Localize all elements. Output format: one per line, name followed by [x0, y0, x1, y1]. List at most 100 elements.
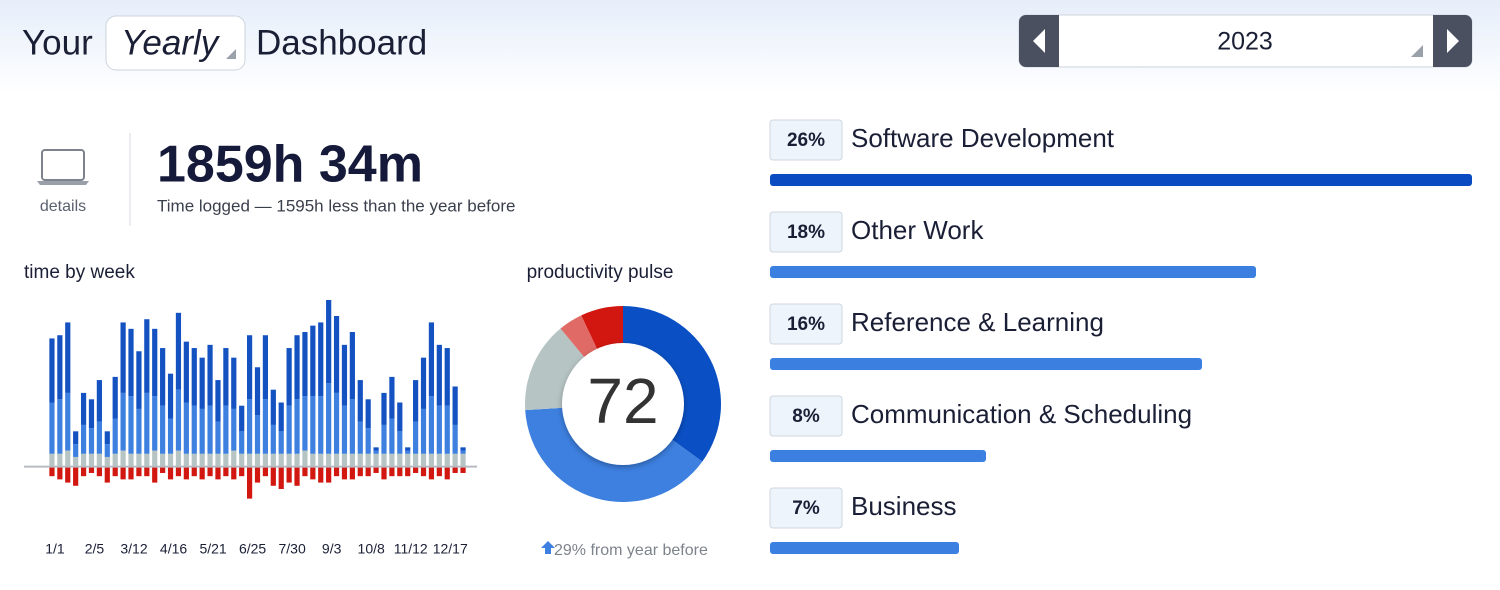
week-bar-segment: [175, 389, 182, 451]
pulse-center: [562, 343, 684, 465]
week-bar-segment: [73, 456, 79, 467]
week-bar-segment: [373, 450, 379, 454]
category-bar: [770, 266, 1256, 278]
week-bar-segment: [452, 386, 458, 425]
time-caption: Time logged — 1595h less than the year b…: [157, 196, 515, 215]
percent-badge: [769, 395, 843, 437]
week-bar-segment: [73, 431, 79, 445]
week-bar-segment: [341, 466, 348, 480]
week-bar-segment: [326, 466, 332, 483]
week-bar-segment: [365, 466, 371, 477]
laptop-icon[interactable]: [37, 149, 89, 185]
week-bar-segment: [199, 453, 205, 467]
week-bar-segment: [191, 348, 197, 406]
percent-label: 8%: [792, 406, 820, 427]
week-bar-segment: [175, 466, 182, 477]
week-bar-segment: [152, 466, 158, 483]
week-bar-segment: [207, 344, 213, 406]
pulse-score: 72: [587, 365, 658, 437]
week-bar-segment: [270, 466, 276, 486]
x-tick-label: 2/5: [85, 541, 105, 557]
week-bar-segment: [341, 344, 348, 406]
week-bar-segment: [357, 380, 363, 422]
week-bar-segment: [80, 392, 87, 425]
week-bar-segment: [183, 402, 189, 454]
week-bar-segment: [460, 453, 466, 467]
week-bar-segment: [381, 453, 387, 467]
week-bar-segment: [413, 421, 419, 454]
week-bar-segment: [357, 421, 363, 454]
week-bar-segment: [286, 405, 292, 454]
year-label[interactable]: 2023: [1217, 28, 1273, 56]
week-bar-segment: [262, 399, 269, 454]
week-bar-segment: [389, 376, 395, 419]
week-bar-segment: [239, 431, 245, 454]
week-bar-segment: [57, 453, 63, 467]
percent-badge: [769, 119, 843, 161]
week-bar-segment: [420, 466, 427, 477]
week-bar-segment: [389, 466, 395, 477]
week-bar-segment: [373, 466, 379, 473]
year-caret: [1411, 45, 1423, 57]
category-bar: [770, 174, 1472, 186]
week-bar-segment: [104, 444, 110, 457]
week-bar-segment: [96, 453, 102, 467]
week-bar-segment: [57, 466, 63, 480]
week-bar-segment: [104, 456, 110, 467]
week-bar-segment: [310, 396, 316, 454]
week-bar-segment: [199, 357, 205, 409]
week-bar-segment: [231, 466, 237, 480]
week-bar-segment: [428, 453, 435, 467]
week-bar-segment: [191, 453, 197, 467]
week-bar-segment: [428, 466, 435, 480]
week-bar-segment: [120, 322, 126, 393]
week-bar-segment: [381, 424, 387, 454]
week-bar-segment: [294, 453, 300, 467]
next-arrow: [1447, 29, 1459, 53]
week-bar-segment: [326, 300, 332, 384]
week-bar-segment: [270, 389, 276, 425]
week-bar-segment: [278, 431, 284, 454]
week-bar-segment: [357, 466, 363, 477]
week-bar-segment: [373, 453, 379, 467]
week-bar-segment: [302, 396, 308, 451]
week-bar-segment: [436, 453, 442, 467]
week-bar-segment: [246, 335, 253, 400]
week-bar-segment: [80, 453, 87, 467]
week-bar-segment: [231, 450, 237, 467]
week-bar-segment: [223, 405, 229, 454]
week-bar-segment: [112, 466, 118, 477]
week-bar-segment: [389, 418, 395, 454]
period-dropdown[interactable]: [105, 15, 246, 71]
title-prefix: Your: [22, 23, 93, 62]
week-bar-segment: [254, 415, 261, 454]
week-bar-segment: [199, 466, 205, 480]
week-bar-segment: [207, 466, 213, 477]
week-bar-segment: [397, 402, 403, 432]
week-bar-segment: [452, 424, 458, 454]
week-bar-segment: [318, 396, 324, 454]
week-bar-segment: [96, 380, 102, 422]
period-label[interactable]: Yearly: [121, 23, 221, 62]
x-tick-label: 6/25: [239, 541, 266, 557]
percent-label: 16%: [787, 314, 825, 335]
week-bar-segment: [444, 453, 450, 467]
week-bar-segment: [49, 402, 55, 454]
week-bar-segment: [175, 450, 182, 467]
week-bar-segment: [167, 453, 174, 467]
week-bar-segment: [88, 466, 95, 473]
week-bar-segment: [152, 328, 158, 397]
time-logged: 1859h 34m: [157, 136, 423, 194]
details-link[interactable]: details: [40, 198, 86, 215]
up-arrow-icon: [541, 541, 555, 554]
week-bar-segment: [239, 466, 245, 477]
week-bar-segment: [65, 450, 71, 467]
week-bar-segment: [365, 428, 371, 454]
week-bar-segment: [152, 396, 158, 451]
week-bar-segment: [460, 466, 466, 473]
category-bar: [770, 542, 959, 554]
week-bar-segment: [144, 319, 150, 393]
category-name: Business: [851, 491, 957, 521]
week-chart-title: time by week: [24, 262, 135, 283]
